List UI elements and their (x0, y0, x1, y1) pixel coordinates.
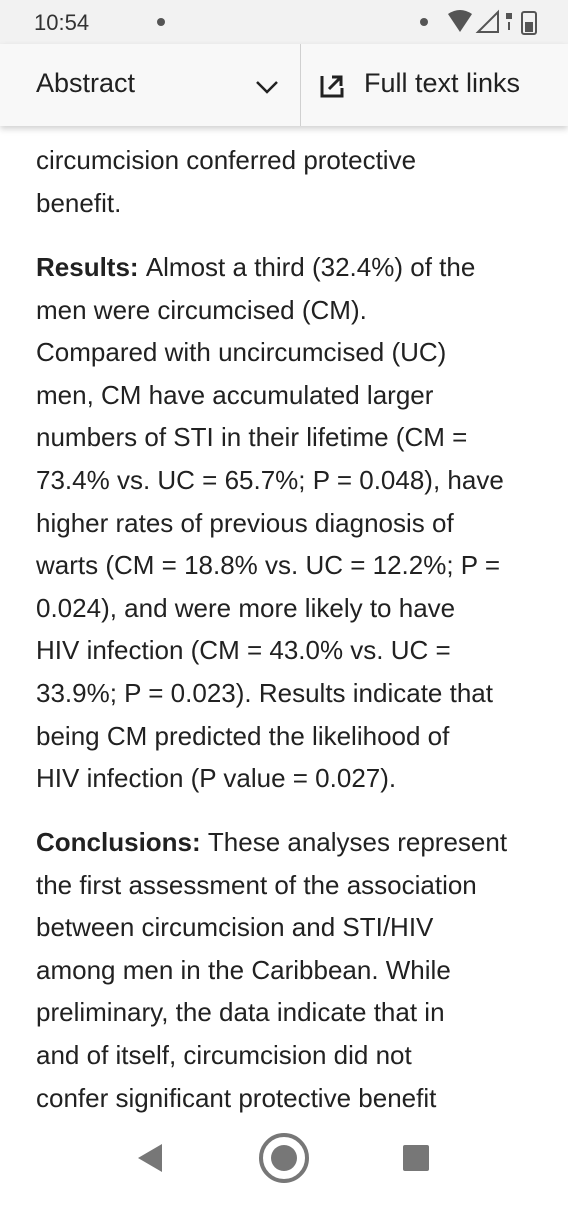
back-button[interactable] (138, 1144, 162, 1172)
text: preliminary, the data indicate that in (36, 997, 445, 1028)
text-line: HIV infection (CM = 43.0% vs. UC = (36, 629, 556, 672)
text: benefit. (36, 187, 122, 218)
text: Compared with uncircumcised (UC) (36, 337, 447, 368)
text: 73.4% vs. UC = 65.7%; P = 0.048), have (36, 464, 504, 495)
section-label: Results: (36, 252, 139, 282)
text: HIV infection (P value = 0.027). (36, 763, 397, 794)
text-line: Conclusions: These analyses represent (36, 821, 556, 864)
recents-button[interactable] (403, 1145, 429, 1171)
text: confer significant protective benefit (36, 1082, 437, 1113)
home-button-dot[interactable] (271, 1145, 297, 1171)
divider (300, 44, 301, 126)
text-line: being CM predicted the likelihood of (36, 715, 556, 758)
text-line: the first assessment of the association (36, 864, 556, 907)
text: circumcision conferred protective (36, 145, 417, 175)
text: higher rates of previous diagnosis of (36, 507, 454, 538)
section-dropdown[interactable]: Abstract (36, 68, 136, 98)
text-line: Results: Almost a third (32.4%) of the (36, 246, 556, 289)
paragraph: Results: Almost a third (32.4%) of the me… (36, 246, 556, 800)
text: being CM predicted the likelihood of (36, 720, 450, 751)
paragraph: Conclusions: These analyses represent the… (36, 821, 556, 1119)
text-line: among men in the Caribbean. While (36, 949, 556, 992)
navigation-bar (0, 1118, 568, 1200)
text: 33.9%; P = 0.023). Results indicate that (36, 677, 493, 708)
text: Almost a third (32.4%) of the (145, 252, 476, 282)
nav-buttons (138, 1133, 429, 1183)
text: HIV infection (CM = 43.0% vs. UC = (36, 635, 451, 666)
text-line: 73.4% vs. UC = 65.7%; P = 0.048), have (36, 459, 556, 502)
text-line: 0.024), and were more likely to have (36, 587, 556, 630)
toolbar: Abstract Full text links (0, 44, 568, 126)
text-line: benefit. (36, 182, 556, 225)
text-line: higher rates of previous diagnosis of (36, 502, 556, 545)
text: numbers of STI in their lifetime (CM = (36, 422, 468, 453)
text: the first assessment of the association (36, 869, 477, 900)
text: 0.024), and were more likely to have (36, 592, 456, 623)
text-line: 33.9%; P = 0.023). Results indicate that (36, 672, 556, 715)
chevron-icon[interactable] (252, 78, 282, 98)
text-line: men, CM have accumulated larger (36, 374, 556, 417)
text-line: circumcision conferred protective (36, 139, 556, 182)
text-line: preliminary, the data indicate that in (36, 991, 556, 1034)
home-button[interactable] (259, 1133, 309, 1183)
text-line: between circumcision and STI/HIV (36, 906, 556, 949)
text: warts (CM = 18.8% vs. UC = 12.2%; P = (36, 550, 501, 581)
text: and of itself, circumcision did not (36, 1039, 412, 1070)
text: between circumcision and STI/HIV (36, 912, 434, 943)
text-line: HIV infection (P value = 0.027). (36, 757, 556, 800)
full-text-links[interactable]: Full text links (364, 68, 521, 98)
section-label: Conclusions: (36, 827, 201, 857)
status-icons (157, 9, 537, 35)
text: men, CM have accumulated larger (36, 379, 434, 410)
text-line: and of itself, circumcision did not (36, 1034, 556, 1077)
text-line: men were circumcised (CM). (36, 289, 556, 332)
external-link-icon[interactable] (318, 72, 346, 100)
text: among men in the Caribbean. While (36, 954, 451, 985)
text: These analyses represent (207, 827, 508, 857)
text-line: warts (CM = 18.8% vs. UC = 12.2%; P = (36, 544, 556, 587)
text: men were circumcised (CM). (36, 294, 367, 325)
text-line: Compared with uncircumcised (UC) (36, 331, 556, 374)
clock: 10:54 (34, 10, 90, 35)
text-line: numbers of STI in their lifetime (CM = (36, 416, 556, 459)
status-bar: 10:54 (0, 0, 568, 44)
paragraph: circumcision conferred protective benefit… (36, 139, 556, 224)
text-line: confer significant protective benefit (36, 1077, 556, 1120)
